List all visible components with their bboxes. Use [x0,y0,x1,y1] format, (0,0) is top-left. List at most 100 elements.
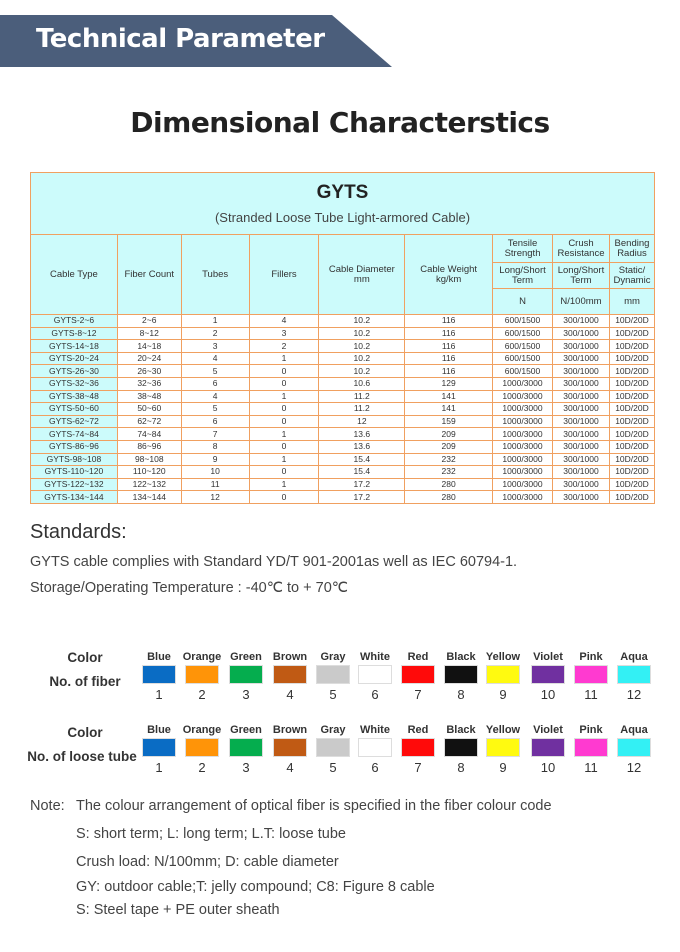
color-number: 7 [414,687,422,702]
table-cell: 10.2 [318,326,406,341]
color-swatch-aqua: Aqua 12 [617,651,651,702]
table-cell: 141 [404,402,494,416]
table-cell: 1 [248,389,320,404]
header-crush-unit: N/100mm [552,288,610,315]
table-cell: 1 [248,351,320,366]
color-swatch-green: Green 3 [229,651,263,702]
color-box [273,738,307,757]
table-row: GYTS-74~84 74~84 7 1 13.6 209 1000/3000 300/100… [30,427,656,441]
color-name: Violet [533,724,563,736]
color-swatch-yellow: Yellow 9 [486,651,520,702]
header-bending: Bending Radius [608,234,656,263]
color-box [229,738,263,757]
table-cell: 0 [248,414,320,429]
table-model: GYTS [316,181,369,203]
table-row: GYTS-2~6 2~6 1 4 10.2 116 600/1500 300/1000 10D/… [30,314,656,328]
color-number: 4 [286,687,294,702]
dimension-table: GYTS (Stranded Loose Tube Light-armored C… [30,172,656,504]
table-cell: 300/1000 [552,314,610,328]
color-number: 8 [457,760,465,775]
table-cell: 209 [404,439,494,454]
header-tensile-sub: Long/Short Term [492,262,553,289]
table-cell: 12 [318,414,406,429]
table-cell: 0 [248,376,320,391]
color-box [185,665,219,684]
color-box [444,738,478,757]
color-box [316,738,350,757]
note-line: S: short term; L: long term; L.T: loose … [76,826,346,842]
table-cell: 9 [180,452,250,467]
table-cell: 10.2 [318,314,406,328]
color-swatch-brown: Brown 4 [273,651,307,702]
color-swatch-yellow: Yellow 9 [486,724,520,775]
table-cell: 10.2 [318,339,406,353]
table-cell: 0 [248,490,320,504]
color-name: White [360,724,390,736]
table-cell: 600/1500 [492,339,553,353]
table-cell: 8~12 [116,326,182,341]
table-cell: 10D/20D [608,364,656,378]
table-cell: 86~96 [116,439,182,454]
table-cell: 10D/20D [608,376,656,391]
table-cell: 11.2 [318,402,406,416]
table-cell: 1000/3000 [492,427,553,441]
table-cell: 1000/3000 [492,414,553,429]
header-diameter: Cable Diameter mm [318,234,406,315]
header-diameter-label: Cable Diameter [328,263,395,275]
color-number: 7 [414,760,422,775]
table-cell: 300/1000 [552,326,610,341]
table-cell: 50~60 [116,402,182,416]
color-box [185,738,219,757]
table-caption: GYTS (Stranded Loose Tube Light-armored C… [30,172,655,235]
header-weight: Cable Weight kg/km [404,234,494,315]
table-cell: 10D/20D [608,389,656,404]
table-cell: 300/1000 [552,339,610,353]
table-cell: 129 [404,376,494,391]
table-row: GYTS-110~120 110~120 10 0 15.4 232 1000/3000 30… [30,465,656,479]
table-cell: 10D/20D [608,414,656,429]
color-number: 11 [584,760,598,775]
table-cell: 10D/20D [608,427,656,441]
color-number: 10 [540,687,556,702]
note-line: S: Steel tape + PE outer sheath [76,902,280,918]
color-name: Green [230,724,262,736]
table-row: GYTS-38~48 38~48 4 1 11.2 141 1000/3000 300/100… [30,389,656,404]
table-cell: 0 [248,402,320,416]
table-row: GYTS-14~18 14~18 3 2 10.2 116 600/1500 300/1000… [30,339,656,353]
color-number: 9 [499,687,507,702]
table-cell: 159 [404,414,494,429]
header-crush-sub: Long/Short Term [552,262,610,289]
color-box [358,665,392,684]
color-swatch-red: Red 7 [401,724,435,775]
header-fiber-count: Fiber Count [116,234,182,315]
color-name: Pink [579,651,603,663]
table-cell: 600/1500 [492,326,553,341]
table-cell: 1 [248,477,320,492]
color-box [142,738,176,757]
table-cell: 20~24 [116,351,182,366]
note-line: The colour arrangement of optical fiber … [76,798,552,814]
fiber-color-label: Color [67,650,103,665]
fiber-number-label: No. of fiber [49,674,121,689]
color-name: Green [230,651,262,663]
table-cell: 1000/3000 [492,452,553,467]
temperature-line: Storage/Operating Temperature : -40℃ to … [30,580,349,596]
header-diameter-unit: mm [353,273,370,285]
table-cell: 12 [180,490,250,504]
color-name: Black [446,724,476,736]
table-cell: 209 [404,427,494,441]
color-swatch-green: Green 3 [229,724,263,775]
color-name: Red [407,724,429,736]
table-cell: 32~36 [116,376,182,391]
table-cell: 116 [404,351,494,366]
table-cell: 3 [180,339,250,353]
color-swatch-red: Red 7 [401,651,435,702]
color-number: 3 [242,760,250,775]
table-cell: 4 [248,314,320,328]
table-cell: GYTS-122~132 [30,477,118,492]
color-box [486,738,520,757]
table-cell: 2 [248,339,320,353]
table-cell: GYTS-32~36 [30,376,118,391]
table-row: GYTS-20~24 20~24 4 1 10.2 116 600/1500 300/1000… [30,351,656,366]
table-cell: 15.4 [318,465,406,479]
